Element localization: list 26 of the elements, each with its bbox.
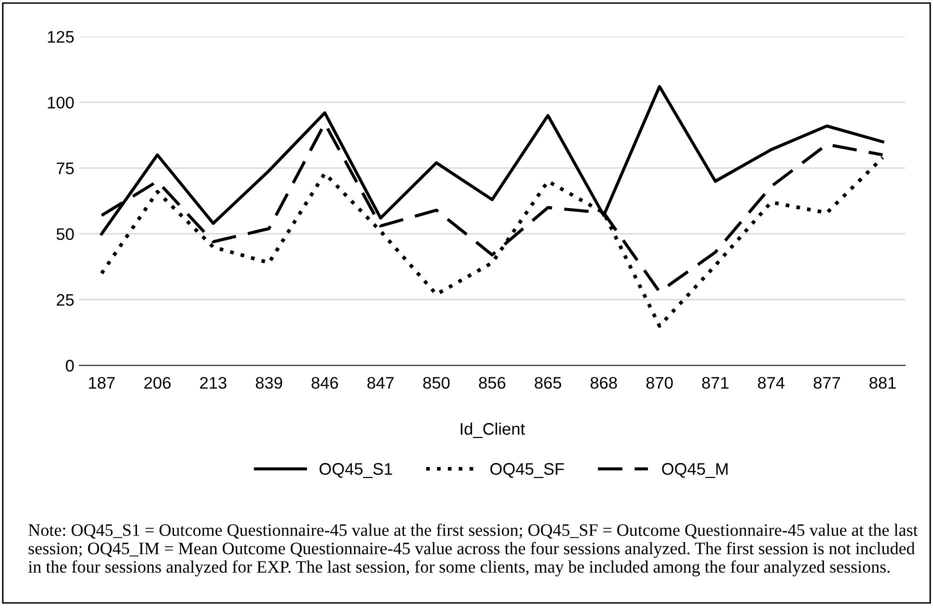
x-tick-label: 847	[367, 376, 394, 389]
legend-label: OQ45_S1	[320, 463, 392, 478]
x-tick-label: 870	[646, 376, 673, 389]
text: Note: OQ45_S1 = Outcome Questionnaire-45 value at the first session; OQ45_SF = Outcome Questionnaire-45 value at the last session; OQ45_IM = Mean Outcome Questionnaire-45 value across the four sessions analyzed. The first session is not included in the four sessions analyzed for EXP. The last session, for some clients, may be included among the four analyzed sessions.	[28, 524, 918, 576]
y-tick-label: 75	[56, 162, 74, 174]
x-tick-label: 213	[200, 376, 226, 389]
x-tick-label: 206	[144, 376, 171, 389]
x-tick-label: 856	[478, 376, 506, 389]
x-tick-label: 187	[88, 376, 115, 389]
x-tick-label: 846	[312, 376, 338, 389]
y-tick-label: 100	[48, 96, 74, 109]
legend-label: OQ45_M	[662, 463, 728, 478]
legend-label: OQ45_SF	[490, 463, 564, 478]
x-tick-label: 839	[256, 376, 282, 389]
y-tick-label: 25	[56, 294, 74, 306]
x-tick-label: 850	[423, 376, 450, 389]
y-tick-label: 50	[56, 228, 74, 240]
x-tick-label: 868	[590, 376, 617, 389]
x-tick-label: 874	[758, 376, 785, 389]
x-tick-label: 871	[702, 376, 728, 389]
y-tick-label: 125	[48, 30, 74, 43]
x-tick-label: 881	[870, 376, 896, 389]
x-tick-label: 877	[814, 376, 840, 389]
x-tick-label: 865	[534, 376, 562, 389]
y-tick-label: 0	[66, 360, 74, 372]
x-axis-title: Id_Client	[460, 422, 525, 438]
